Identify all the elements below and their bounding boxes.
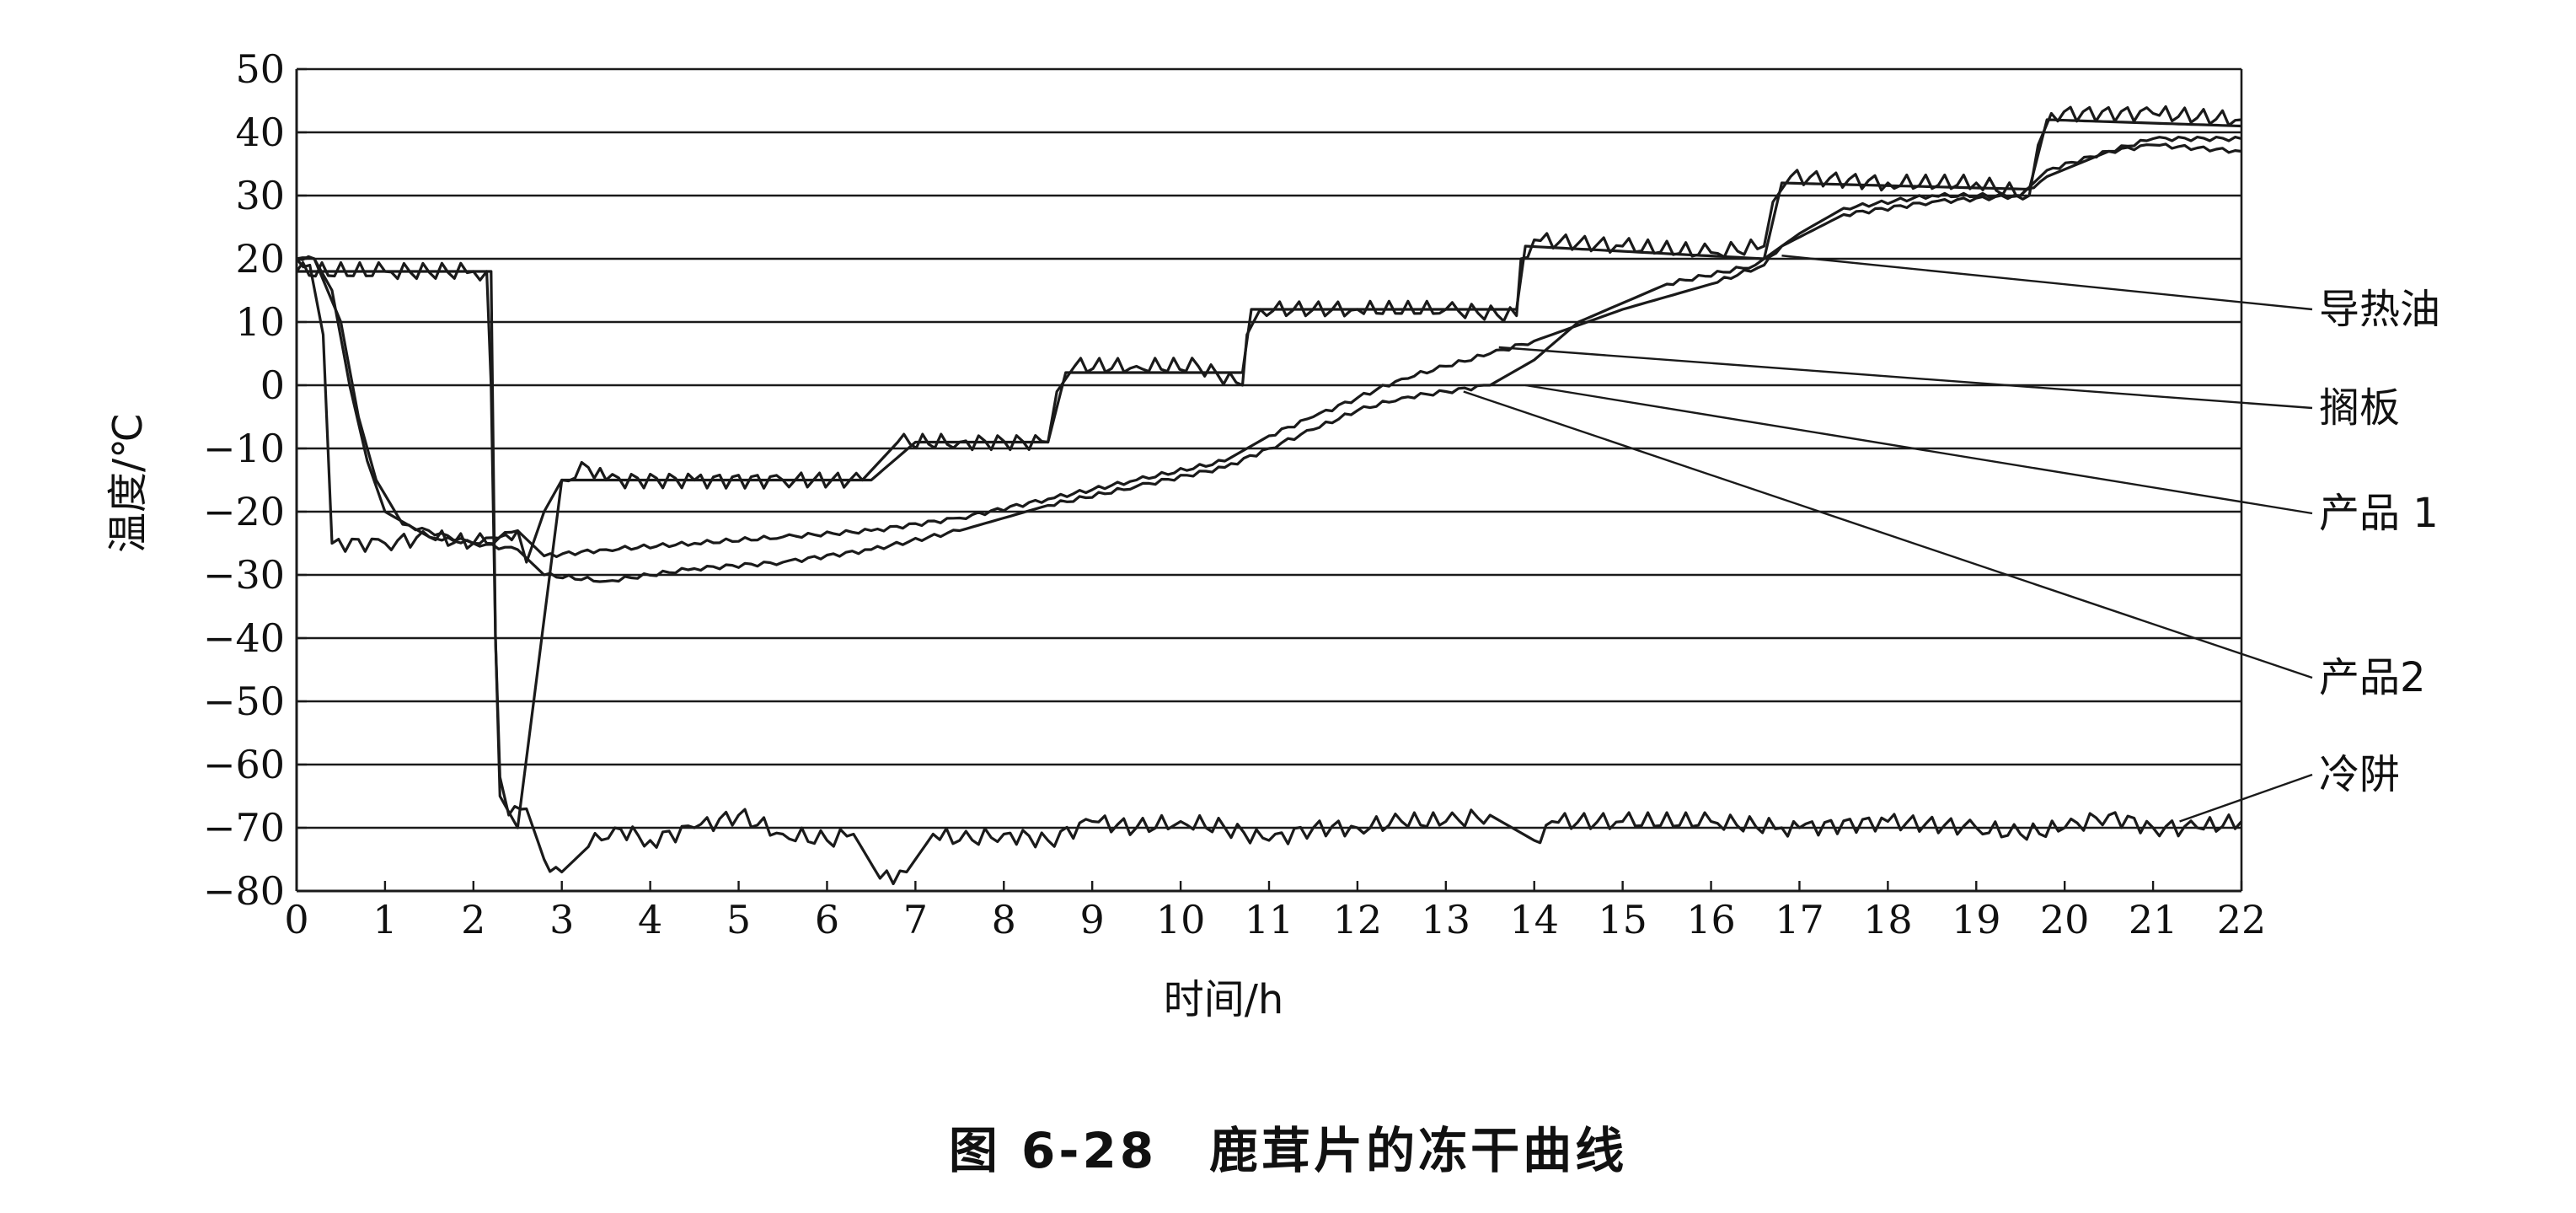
y-tick-label-50: 50 — [235, 46, 285, 92]
y-tick-label-40: 40 — [235, 110, 285, 155]
y-tick-label-0: 0 — [260, 362, 285, 408]
series-line-2 — [297, 118, 2242, 829]
series-line-4 — [296, 142, 2242, 583]
annotation-leader-4 — [1463, 390, 2313, 679]
annotation-leader-2 — [1498, 346, 2313, 410]
y-tick-label-m50: −50 — [203, 679, 285, 724]
series-label-4: 产品2 — [2319, 654, 2426, 701]
x-tick-label-0: 0 — [284, 897, 308, 942]
x-tick-label-6: 6 — [815, 897, 839, 942]
y-tick-label-10: 10 — [235, 299, 285, 345]
series-line-1 — [295, 105, 2242, 564]
series-label-3: 产品 1 — [2319, 490, 2439, 537]
x-tick-labels: 0 1 2 3 4 5 6 7 8 9 10 11 12 13 14 15 16 17 18 19 20 21 22 — [284, 897, 2266, 942]
x-axis-title: 时间/h — [1164, 976, 1284, 1023]
y-tick-label-m70: −70 — [203, 805, 285, 851]
x-tick-label-18: 18 — [1863, 897, 1913, 942]
annotation-leader-5 — [2179, 773, 2313, 823]
y-tick-label-m10: −10 — [203, 426, 285, 471]
annotation-leader-1 — [1781, 255, 2313, 311]
x-tick-label-21: 21 — [2129, 897, 2178, 942]
y-tick-label-m60: −60 — [203, 742, 285, 787]
series-lines — [295, 105, 2243, 886]
x-tick-label-1: 1 — [372, 897, 397, 942]
figure-caption: 图 6-28 鹿茸片的冻干曲线 — [948, 1122, 1628, 1179]
x-tick-label-5: 5 — [726, 897, 751, 942]
y-tick-label-m20: −20 — [203, 489, 285, 534]
x-tick-label-15: 15 — [1598, 897, 1647, 942]
y-axis-title: 温度/℃ — [104, 413, 152, 553]
series-line-3 — [296, 136, 2242, 559]
y-tick-label-m30: −30 — [203, 552, 285, 598]
x-tick-label-7: 7 — [903, 897, 928, 942]
series-line-5 — [295, 260, 2243, 886]
y-tick-label-m40: −40 — [203, 615, 285, 661]
x-tick-label-2: 2 — [461, 897, 485, 942]
x-tick-label-20: 20 — [2040, 897, 2090, 942]
x-tick-label-14: 14 — [1509, 897, 1559, 942]
x-tick-label-9: 9 — [1080, 897, 1105, 942]
x-tick-label-11: 11 — [1245, 897, 1294, 942]
series-label-1: 导热油 — [2319, 286, 2440, 333]
x-tick-label-3: 3 — [549, 897, 574, 942]
x-tick-label-19: 19 — [1952, 897, 2001, 942]
x-tick-label-10: 10 — [1156, 897, 1206, 942]
y-tick-labels: 50 40 30 20 10 0 −10 −20 −30 −40 −50 −60 −70 −80 — [203, 46, 285, 914]
x-tick-label-12: 12 — [1333, 897, 1383, 942]
series-label-5: 冷阱 — [2319, 751, 2400, 798]
y-tick-label-30: 30 — [235, 173, 285, 218]
x-tick-label-8: 8 — [992, 897, 1016, 942]
annotation-leader-3 — [1525, 384, 2313, 515]
x-tick-label-16: 16 — [1686, 897, 1736, 942]
x-tick-label-22: 22 — [2217, 897, 2267, 942]
x-tick-label-17: 17 — [1775, 897, 1824, 942]
series-label-2: 搁板 — [2319, 384, 2400, 432]
y-tick-label-20: 20 — [235, 236, 285, 282]
x-tick-label-13: 13 — [1422, 897, 1471, 942]
y-tick-label-m80: −80 — [203, 868, 285, 914]
x-tick-label-4: 4 — [638, 897, 662, 942]
axes — [295, 67, 2243, 893]
